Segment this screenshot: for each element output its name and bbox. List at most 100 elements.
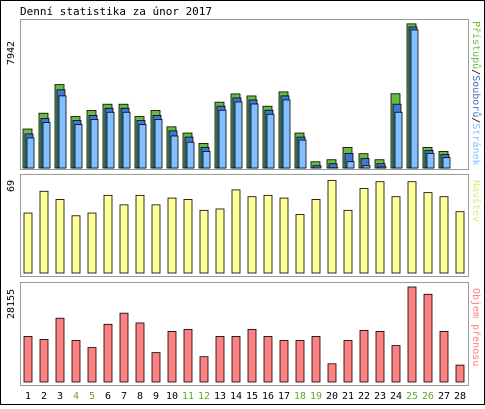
traffic-bar — [72, 340, 80, 382]
visitors-bar — [168, 198, 176, 273]
x-tick-label: 13 — [214, 391, 226, 402]
traffic-bar — [168, 331, 176, 382]
x-tick-label: 16 — [262, 391, 274, 402]
traffic-bar — [440, 331, 448, 382]
traffic-bar — [200, 357, 208, 382]
traffic-bar — [280, 340, 288, 382]
traffic-bar — [328, 364, 336, 382]
visitors-bar — [88, 213, 96, 273]
pages-bar — [379, 167, 386, 168]
visitors-bar — [360, 189, 368, 273]
x-tick-label: 4 — [73, 391, 79, 402]
visitors-bar — [152, 205, 160, 273]
traffic-bar — [264, 336, 272, 382]
x-tick-label: 17 — [278, 391, 290, 402]
pages-bar — [171, 136, 178, 168]
visitors-bar — [312, 199, 320, 273]
legend-entry: Souborů — [470, 75, 482, 117]
traffic-bar — [88, 348, 96, 382]
pages-bar — [235, 102, 242, 168]
traffic-bar — [344, 340, 352, 382]
traffic-panel: 28155 Objem přenosu — [6, 283, 482, 386]
x-tick-label: 28 — [454, 391, 466, 402]
files-bar — [329, 164, 337, 168]
x-tick-label: 20 — [326, 391, 338, 402]
x-tick-label: 7 — [121, 391, 127, 402]
visitors-bar — [264, 195, 272, 273]
visitors-bar — [424, 193, 432, 273]
x-tick-label: 10 — [166, 391, 178, 402]
visitors-bar — [392, 197, 400, 273]
files-bar — [313, 166, 321, 168]
pages-bar — [43, 123, 50, 168]
traffic-bar — [408, 287, 416, 382]
pages-bar — [155, 119, 162, 168]
pages-bar — [219, 110, 226, 168]
visitors-bar — [280, 198, 288, 273]
x-tick-label: 14 — [230, 391, 242, 402]
pages-bar — [267, 114, 274, 168]
pages-bar — [251, 104, 258, 168]
pages-bar — [27, 138, 34, 168]
visitors-bar — [40, 191, 48, 273]
visitors-bar — [440, 197, 448, 273]
pages-bar — [299, 140, 306, 168]
hits-legend: Přístupů/Souborů/Stránek — [470, 21, 482, 166]
traffic-legend: Objem přenosu — [470, 288, 482, 366]
traffic-bar — [232, 336, 240, 382]
pages-bar — [123, 112, 130, 168]
x-tick-label: 8 — [137, 391, 143, 402]
visitors-bar — [72, 216, 80, 273]
pages-bar — [75, 125, 82, 168]
pages-bar — [283, 100, 290, 168]
pages-bar — [91, 119, 98, 168]
pages-bar — [347, 162, 354, 168]
x-tick-label: 12 — [198, 391, 210, 402]
traffic-bar — [40, 339, 48, 382]
traffic-bar — [376, 331, 384, 382]
hits-panel: 7942 Přístupů/Souborů/Stránek — [6, 20, 482, 170]
x-tick-label: 9 — [153, 391, 159, 402]
pages-bar — [395, 112, 402, 168]
hits-ymax-label: 7942 — [6, 41, 17, 65]
traffic-bar — [152, 353, 160, 382]
x-tick-label: 24 — [390, 391, 402, 402]
visitors-bar — [232, 190, 240, 273]
x-tick-label: 27 — [438, 391, 450, 402]
x-tick-label: 22 — [358, 391, 370, 402]
traffic-bar — [424, 294, 432, 382]
x-tick-label: 15 — [246, 391, 258, 402]
traffic-bar — [104, 324, 112, 382]
traffic-bar — [24, 336, 32, 382]
x-tick-label: 6 — [105, 391, 111, 402]
pages-bar — [203, 151, 210, 168]
traffic-bar — [296, 340, 304, 382]
traffic-bar — [120, 313, 128, 382]
pages-bar — [411, 30, 418, 168]
x-tick-label: 18 — [294, 391, 306, 402]
traffic-bar — [456, 365, 464, 382]
pages-bar — [59, 96, 66, 168]
visitors-bar — [296, 214, 304, 273]
pages-bar — [187, 142, 194, 168]
visitors-bar — [248, 197, 256, 273]
x-tick-label: 26 — [422, 391, 434, 402]
x-tick-label: 3 — [57, 391, 63, 402]
visitors-bar — [376, 182, 384, 273]
traffic-ymax-label: 28155 — [6, 289, 17, 319]
visitors-bar — [408, 182, 416, 273]
x-tick-label: 21 — [342, 391, 354, 402]
traffic-bar — [248, 329, 256, 382]
visitors-bar — [56, 199, 64, 273]
visitors-ymax-label: 69 — [6, 180, 17, 192]
x-tick-label: 23 — [374, 391, 386, 402]
legend-entry: Stránek — [470, 123, 482, 165]
x-tick-label: 5 — [89, 391, 95, 402]
pages-bar — [427, 153, 434, 168]
chart-title: Denní statistika za únor 2017 — [20, 5, 212, 18]
visitors-bar — [200, 210, 208, 273]
x-tick-label: 2 — [41, 391, 47, 402]
